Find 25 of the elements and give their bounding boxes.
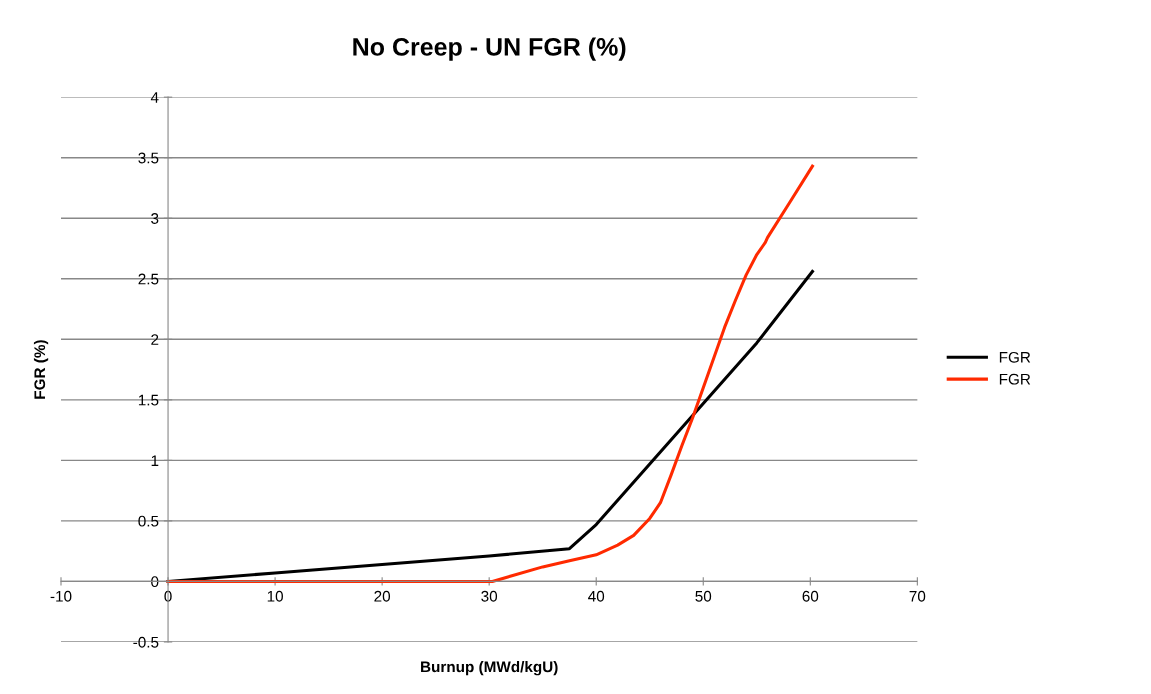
y-tick-label: -0.5 — [133, 636, 159, 648]
x-tick-label: 30 — [481, 590, 498, 602]
x-tick-label: 0 — [164, 590, 172, 602]
x-tick-label: 50 — [695, 590, 712, 602]
y-tick-label: 3.5 — [138, 152, 159, 164]
x-tick-label: 10 — [267, 590, 283, 602]
y-tick-label: 2 — [151, 334, 159, 345]
line-series — [166, 164, 814, 583]
x-tick-label: 40 — [588, 590, 605, 602]
y-tick-label: 4 — [150, 92, 159, 103]
x-tick-label: 60 — [802, 590, 819, 602]
x-tick-label: 20 — [374, 590, 391, 602]
chart-title: No Creep - UN FGR (%) — [353, 37, 626, 61]
line-series — [166, 269, 814, 583]
legend-label: FGR — [999, 351, 1031, 363]
y-axis-title: FGR (%) — [33, 340, 49, 399]
y-tick-label: 1 — [151, 455, 159, 466]
x-tick-label: 70 — [909, 590, 926, 602]
y-tick-label: 3 — [151, 213, 159, 224]
x-axis-title: Burnup (MWd/kgU) — [421, 661, 558, 676]
y-tick-label: 0.5 — [138, 515, 159, 527]
y-tick-label: 2.5 — [138, 273, 159, 285]
x-tick-label: -10 — [50, 590, 72, 602]
legend-label: FGR — [999, 373, 1031, 385]
y-tick-label: 1.5 — [138, 394, 159, 406]
